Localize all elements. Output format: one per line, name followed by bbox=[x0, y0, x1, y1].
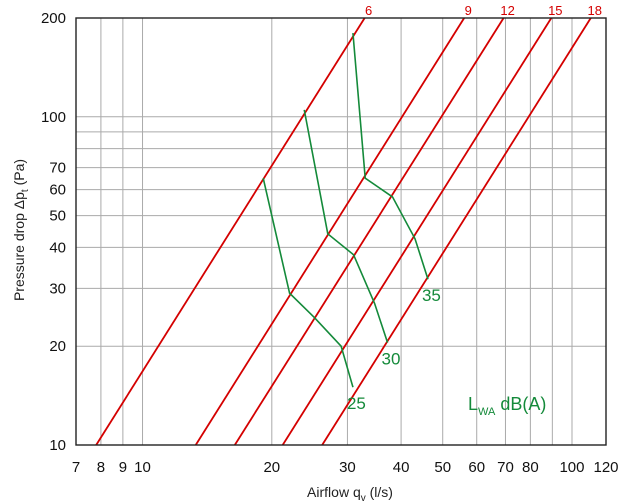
legend-label: LWA dB(A) bbox=[468, 394, 546, 418]
green-curve-35 bbox=[352, 32, 429, 280]
red-line-label: 12 bbox=[500, 3, 514, 18]
y-tick-label: 50 bbox=[49, 208, 66, 225]
x-tick-label: 40 bbox=[393, 459, 410, 476]
green-curve-label: 35 bbox=[422, 286, 441, 305]
green-curve-30 bbox=[303, 109, 389, 343]
x-tick-label: 7 bbox=[72, 459, 80, 476]
x-tick-label: 8 bbox=[97, 459, 105, 476]
x-tick-label: 120 bbox=[593, 459, 618, 476]
y-axis-ticks: 10 20 30 40 50 60 70 100 200 bbox=[41, 10, 66, 454]
green-line-labels: 25 30 35 bbox=[347, 286, 441, 413]
red-line-label: 9 bbox=[465, 3, 472, 18]
green-curve-label: 25 bbox=[347, 394, 366, 413]
y-tick-label: 20 bbox=[49, 338, 66, 355]
x-tick-label: 20 bbox=[263, 459, 280, 476]
green-curve-label: 30 bbox=[382, 350, 401, 369]
y-axis-label: Pressure drop Δpt (Pa) bbox=[11, 159, 31, 301]
x-axis-label-main: Airflow q bbox=[307, 484, 361, 500]
y-axis-label-main: Pressure drop Δp bbox=[11, 192, 27, 301]
x-axis-label: Airflow qv (l/s) bbox=[307, 484, 393, 504]
x-tick-label: 30 bbox=[339, 459, 356, 476]
y-tick-label: 60 bbox=[49, 182, 66, 199]
green-curve-25 bbox=[262, 178, 354, 388]
plot-frame bbox=[75, 17, 607, 446]
y-tick-label: 30 bbox=[49, 280, 66, 297]
legend-main: L bbox=[468, 394, 478, 414]
y-tick-label: 100 bbox=[41, 109, 66, 126]
x-tick-label: 9 bbox=[119, 459, 127, 476]
red-line-label: 18 bbox=[588, 3, 602, 18]
red-line-12 bbox=[234, 17, 505, 446]
y-axis-label-sub: t bbox=[20, 189, 31, 192]
x-tick-label: 60 bbox=[468, 459, 485, 476]
legend-unit: dB(A) bbox=[495, 394, 546, 414]
red-line-18 bbox=[321, 17, 592, 446]
red-line-label: 15 bbox=[548, 3, 562, 18]
y-tick-label: 10 bbox=[49, 437, 66, 454]
sound-level-curves bbox=[262, 32, 429, 388]
red-line-labels: 6 9 12 15 18 bbox=[365, 3, 602, 18]
x-tick-label: 10 bbox=[134, 459, 151, 476]
y-tick-label: 200 bbox=[41, 10, 66, 27]
red-line-15 bbox=[281, 17, 553, 446]
x-axis-ticks: 7 8 9 10 20 30 40 50 60 70 80 100 120 bbox=[72, 459, 619, 476]
legend-sub: WA bbox=[478, 406, 496, 418]
y-axis-label-unit: (Pa) bbox=[11, 159, 27, 189]
x-axis-label-unit: (l/s) bbox=[366, 484, 393, 500]
red-line-6 bbox=[95, 17, 366, 446]
x-tick-label: 100 bbox=[559, 459, 584, 476]
x-tick-label: 70 bbox=[497, 459, 514, 476]
sound-power-lines bbox=[95, 17, 592, 446]
red-line-label: 6 bbox=[365, 3, 372, 18]
y-tick-label: 40 bbox=[49, 239, 66, 256]
x-tick-label: 80 bbox=[522, 459, 539, 476]
x-tick-label: 50 bbox=[434, 459, 451, 476]
x-axis-label-sub: v bbox=[361, 493, 366, 504]
y-tick-label: 70 bbox=[49, 160, 66, 177]
grid bbox=[75, 17, 607, 446]
red-line-9 bbox=[194, 17, 465, 446]
